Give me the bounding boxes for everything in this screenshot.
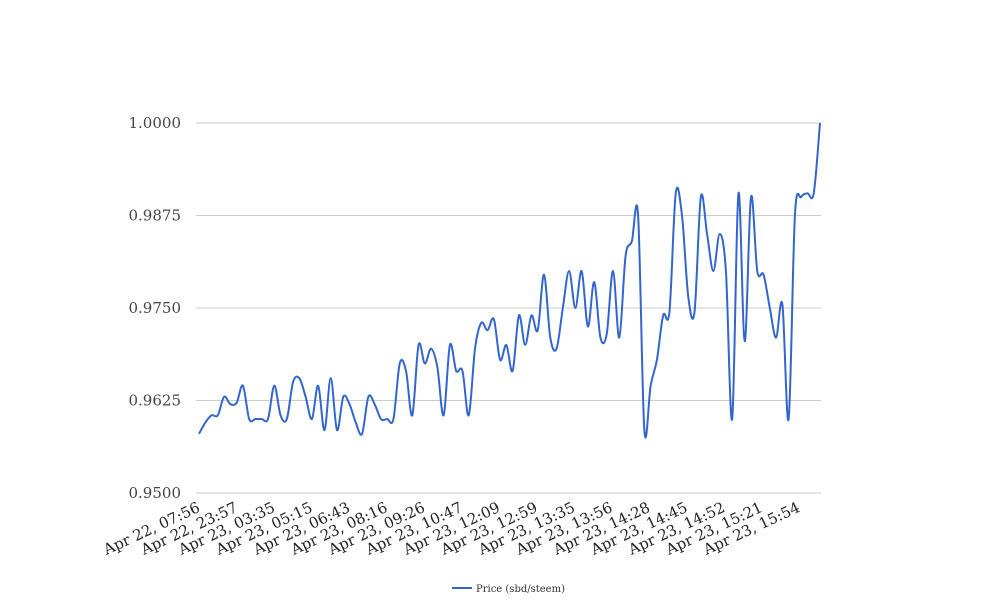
y-tick-label: 0.9875 [129, 207, 182, 225]
y-tick-label: 0.9500 [129, 484, 182, 502]
y-tick-label: 1.0000 [129, 114, 182, 132]
gridlines [196, 122, 821, 494]
legend-label: Price (sbd/steem) [476, 584, 565, 595]
y-axis-tick-labels: 0.9500 0.9625 0.9750 0.9875 1.0000 [129, 114, 182, 502]
series-line-price [198, 122, 821, 439]
y-tick-label: 0.9625 [129, 392, 182, 410]
y-tick-label: 0.9750 [129, 299, 182, 317]
series-layer [198, 122, 821, 439]
legend: Price (sbd/steem) [452, 584, 565, 595]
